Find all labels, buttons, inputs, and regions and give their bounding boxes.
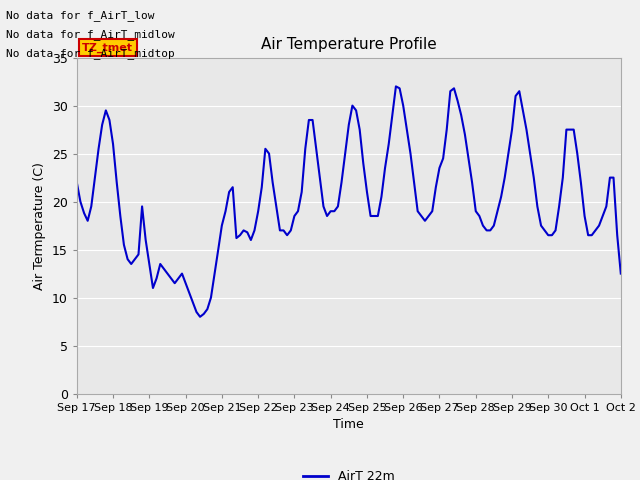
Title: Air Temperature Profile: Air Temperature Profile <box>261 37 436 52</box>
Text: No data for f_AirT_midlow: No data for f_AirT_midlow <box>6 29 175 40</box>
Text: No data for f_AirT_midtop: No data for f_AirT_midtop <box>6 48 175 59</box>
X-axis label: Time: Time <box>333 418 364 431</box>
Text: TZ_tmet: TZ_tmet <box>82 43 133 53</box>
Legend: AirT 22m: AirT 22m <box>298 465 399 480</box>
Y-axis label: Air Termperature (C): Air Termperature (C) <box>33 162 46 289</box>
Text: No data for f_AirT_low: No data for f_AirT_low <box>6 10 155 21</box>
